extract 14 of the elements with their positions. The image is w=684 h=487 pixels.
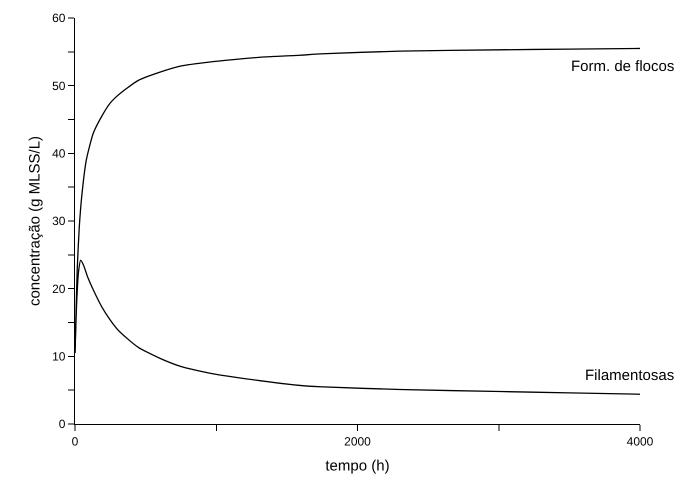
series-label: Form. de flocos [571,58,674,75]
y-tick-label: 50 [52,78,66,93]
y-tick-label: 30 [52,214,66,228]
y-tick-label: 20 [52,282,66,296]
y-tick-label: 10 [52,350,66,364]
x-axis-title: tempo (h) [325,458,390,475]
x-tick-label: 2000 [344,434,372,449]
y-tick-label: 60 [52,11,66,26]
y-axis-title: concentração (g MLSS/L) [26,136,44,306]
series-label: Filamentosas [585,367,674,384]
y-tick-label: 40 [52,146,66,161]
x-tick-label: 4000 [626,434,654,449]
x-tick-label: 0 [72,434,79,449]
y-tick-label: 0 [58,417,66,432]
